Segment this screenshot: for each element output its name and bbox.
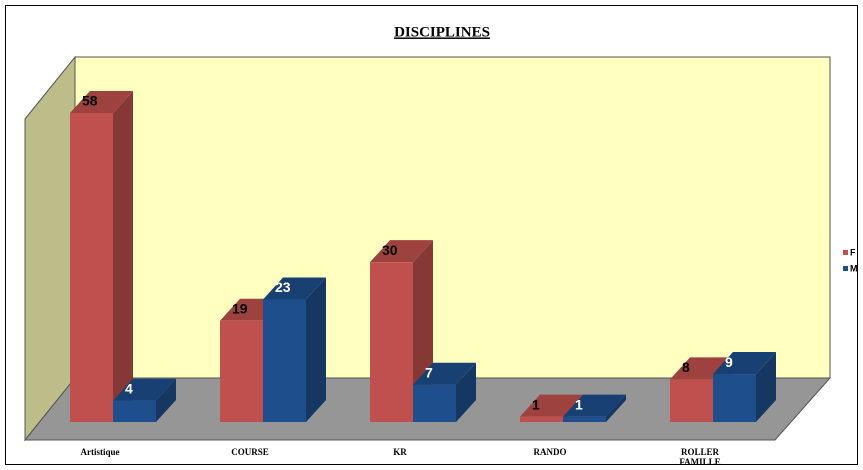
bar (263, 299, 306, 422)
bar-top (563, 394, 626, 417)
bar (220, 320, 263, 422)
bar-side (306, 277, 326, 422)
x-tick-label-line: ROLLER (681, 447, 720, 457)
back-wall (74, 56, 831, 379)
x-tick-label: RANDO (534, 447, 567, 457)
data-label: 23 (275, 279, 291, 295)
legend-swatch (843, 266, 848, 271)
bar-top (370, 240, 433, 263)
bar (713, 374, 756, 422)
legend-label: M (850, 263, 858, 273)
x-tick-label: COURSE (231, 447, 269, 457)
x-tick-label: Artistique (81, 447, 120, 457)
bar-top (413, 362, 476, 385)
data-label: 19 (232, 300, 248, 316)
bar (413, 384, 456, 422)
data-label: 7 (425, 364, 433, 380)
data-label: 1 (575, 396, 583, 412)
data-label: 30 (382, 242, 398, 258)
x-tick-label-line: FAMILLE (679, 457, 720, 467)
data-label: 58 (82, 93, 98, 109)
bar-top (520, 394, 583, 417)
legend-swatch (843, 250, 848, 255)
bar (563, 416, 606, 422)
side-wall (24, 55, 76, 442)
data-label: 1 (532, 396, 540, 412)
bar-side (456, 362, 476, 422)
bar (670, 379, 713, 422)
chart-title: DISCIPLINES (394, 24, 490, 40)
bar (113, 400, 156, 422)
data-label: 8 (682, 359, 690, 375)
data-label: 4 (125, 380, 133, 396)
bar-side (606, 394, 626, 422)
bar-top (713, 352, 776, 375)
bar-side (113, 91, 133, 422)
bar-side (756, 352, 776, 422)
bar-top (70, 91, 133, 113)
legend-label: F (850, 247, 856, 257)
bar-top (113, 378, 176, 401)
bar-side (156, 378, 176, 422)
x-tick-label: ROLLER FAMILLE (679, 447, 720, 467)
x-tick-label: KR (393, 447, 407, 457)
bar (70, 113, 113, 422)
data-label: 9 (725, 354, 733, 370)
bar (520, 416, 563, 422)
bar (370, 262, 413, 422)
bar-top (263, 277, 326, 300)
